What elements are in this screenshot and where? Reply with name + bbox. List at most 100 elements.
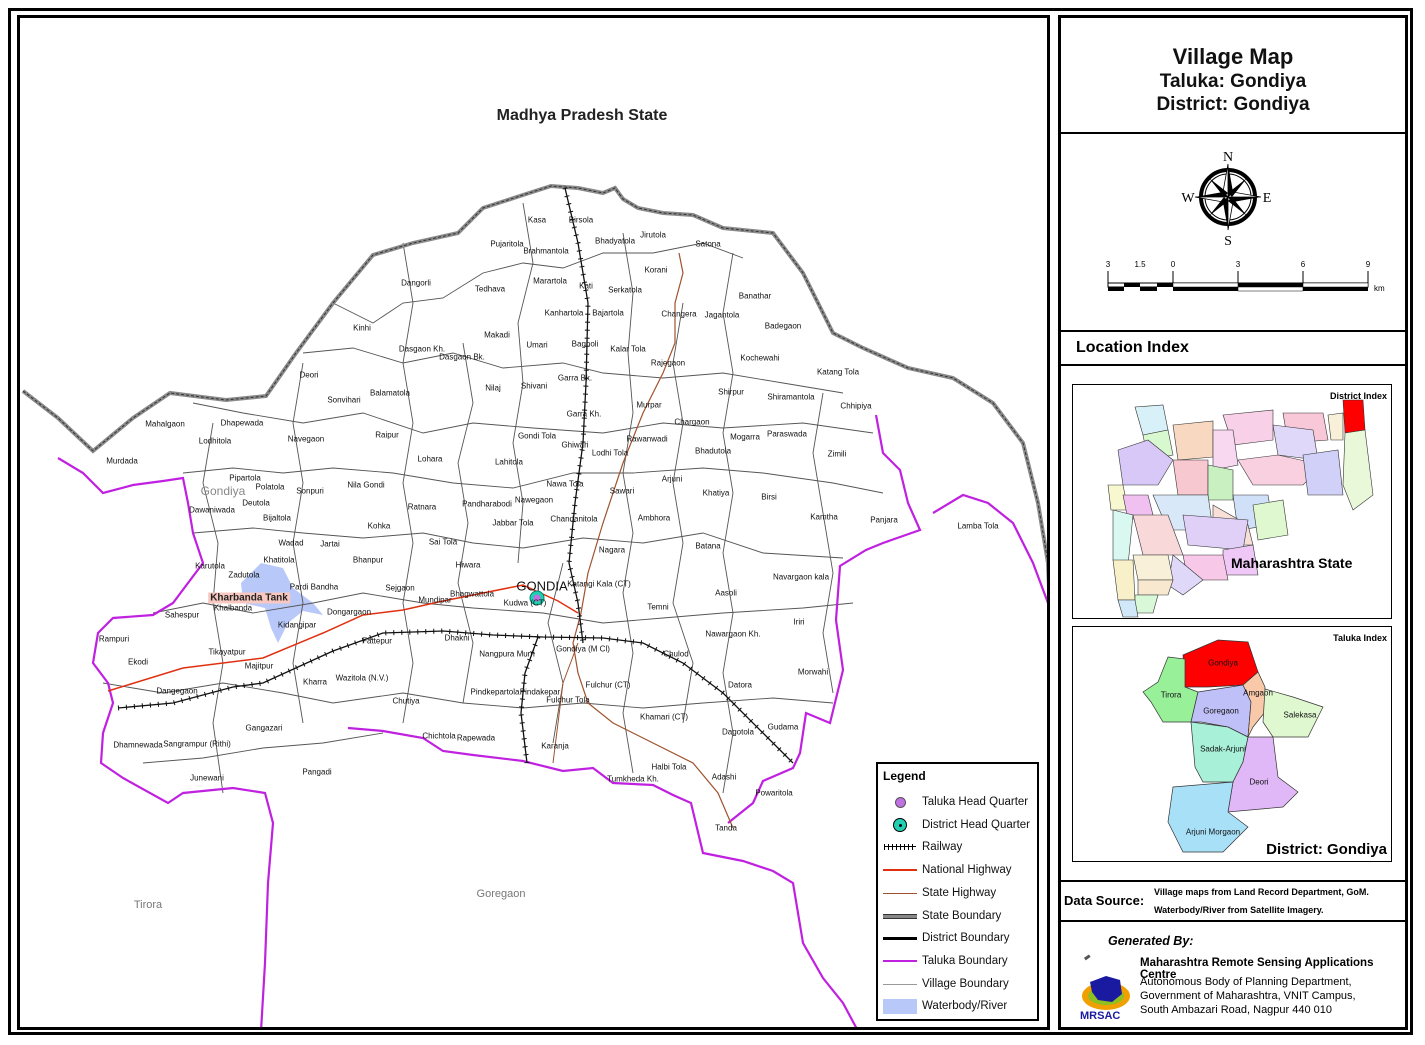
village-label[interactable]: Sangrampur (Rithi) — [163, 739, 231, 749]
village-label[interactable]: Dangorli — [401, 278, 431, 288]
village-label[interactable]: Bajartola — [592, 308, 624, 318]
village-label[interactable]: Gondi Tola — [517, 431, 557, 441]
village-label[interactable]: Bhagwattola — [449, 589, 495, 599]
village-label[interactable]: Nangpura Murri — [479, 649, 535, 659]
taluka-index-map[interactable]: Taluka Index Gondiya Tirora Goregaon Amg… — [1072, 626, 1392, 862]
village-label[interactable]: Kinhi — [353, 323, 371, 333]
village-label[interactable]: Majitpur — [244, 661, 274, 671]
village-label[interactable]: Kochewahi — [740, 353, 780, 363]
village-label[interactable]: Khatitola — [263, 555, 295, 565]
village-label[interactable]: Kharra — [302, 677, 328, 687]
village-label[interactable]: Rajegaon — [650, 358, 686, 368]
village-label[interactable]: Nila Gondi — [347, 480, 385, 490]
village-label[interactable]: Ghiwari — [561, 440, 589, 450]
village-label[interactable]: Karanja — [541, 741, 569, 751]
village-label[interactable]: Jartai — [320, 539, 340, 549]
village-label[interactable]: Bhanpur — [352, 555, 384, 565]
village-label[interactable]: Navargaon kala — [772, 572, 830, 582]
village-label[interactable]: Pandharabodi — [462, 499, 512, 509]
village-label[interactable]: Chutiya — [392, 696, 420, 706]
village-label[interactable]: Chandanitola — [550, 514, 598, 524]
village-label[interactable]: Rapewada — [456, 733, 496, 743]
village-label[interactable]: Lahitola — [494, 457, 524, 467]
village-label[interactable]: Tikayatpur — [208, 647, 246, 657]
village-label[interactable]: Marartola — [533, 276, 567, 286]
village-label[interactable]: Sai Tola — [428, 537, 458, 547]
village-label[interactable]: Arjuni — [661, 474, 683, 484]
village-label[interactable]: Iriri — [793, 617, 805, 627]
village-label[interactable]: Paraswada — [766, 429, 808, 439]
village-label[interactable]: Mahalgaon — [145, 419, 185, 429]
village-label[interactable]: Serkatola — [608, 285, 642, 295]
village-label[interactable]: Kalar Tola — [610, 344, 646, 354]
village-label[interactable]: Kidangipar — [277, 620, 317, 630]
village-label[interactable]: Gangazari — [245, 723, 283, 733]
village-label[interactable]: Hiwara — [455, 560, 481, 570]
village-label[interactable]: Garra Kh. — [566, 409, 602, 419]
village-label[interactable]: Sahespur — [164, 610, 200, 620]
village-label[interactable]: Bhadyatola — [594, 236, 636, 246]
district-index-map[interactable]: District Index — [1072, 384, 1392, 619]
village-label[interactable]: Mundipar — [418, 595, 452, 605]
village-label[interactable]: Zadutola — [228, 570, 260, 580]
village-label[interactable]: Murpar — [636, 400, 662, 410]
village-label[interactable]: Kohka — [367, 521, 391, 531]
village-label[interactable]: Bijaltola — [262, 513, 292, 523]
village-label[interactable]: Morwahi — [797, 667, 829, 677]
village-label[interactable]: Lodhi Tola — [591, 448, 629, 458]
village-label[interactable]: Tanda — [715, 823, 737, 833]
village-label[interactable]: Tumkheda Kh. — [607, 774, 659, 784]
village-label[interactable]: Khamari (CT) — [639, 712, 689, 722]
village-label[interactable]: Zimili — [827, 449, 847, 459]
village-label[interactable]: Pangadi — [302, 767, 332, 777]
village-label[interactable]: Chhipiya — [840, 401, 872, 411]
village-label[interactable]: Birsi — [761, 492, 777, 502]
village-label[interactable]: Gudama — [767, 722, 799, 732]
village-label[interactable]: Dawaniwada — [189, 505, 235, 515]
village-label[interactable]: Dagotola — [721, 727, 755, 737]
village-label[interactable]: Nawargaon Kh. — [705, 629, 761, 639]
village-label[interactable]: Polatola — [255, 482, 285, 492]
village-label[interactable]: Banathar — [738, 291, 772, 301]
village-label[interactable]: Nagara — [598, 545, 626, 555]
village-label[interactable]: Dangegaon — [156, 686, 198, 696]
village-label[interactable]: Dongargaon — [326, 607, 372, 617]
village-label[interactable]: Rampuri — [98, 634, 130, 644]
village-label[interactable]: Makadi — [484, 330, 510, 340]
village-label[interactable]: Kanhartola — [544, 308, 584, 318]
village-label[interactable]: Lodhitola — [198, 436, 232, 446]
village-label[interactable]: Dhakni — [444, 633, 470, 643]
village-label[interactable]: Balamatola — [369, 388, 411, 398]
village-label[interactable]: Tedhava — [474, 284, 506, 294]
village-label[interactable]: Gondiya (M Cl) — [556, 644, 610, 654]
village-label[interactable]: Raipur — [375, 430, 399, 440]
village-label[interactable]: Jabbar Tola — [492, 518, 534, 528]
village-label[interactable]: Changera — [661, 309, 697, 319]
village-label[interactable]: Badegaon — [764, 321, 802, 331]
village-label[interactable]: Nawegaon — [514, 495, 554, 505]
village-label[interactable]: Pindakepar — [519, 687, 561, 697]
village-label[interactable]: Karutola — [195, 561, 225, 571]
village-label[interactable]: Batana — [695, 541, 721, 551]
village-label[interactable]: Fattepur — [362, 636, 392, 646]
village-label[interactable]: Korani — [644, 265, 668, 275]
village-label[interactable]: Mogarra — [730, 432, 760, 442]
village-label[interactable]: Jirutola — [640, 230, 666, 240]
village-label[interactable]: Birsola — [568, 215, 594, 225]
village-map[interactable]: Kasa Birsola Pujaritola Brahmantola Bhadyato… — [17, 15, 1050, 1030]
village-label[interactable]: Brahmantola — [523, 246, 569, 256]
village-label[interactable]: Dhapewada — [220, 418, 264, 428]
village-label[interactable]: Dhamnewada — [113, 740, 163, 750]
village-label[interactable]: Fulchur Tola — [546, 695, 590, 705]
village-label[interactable]: Nilaj — [485, 383, 501, 393]
village-label[interactable]: Katang Tola — [816, 367, 860, 377]
village-label[interactable]: Wazitola (N.V.) — [335, 673, 389, 683]
village-label[interactable]: Kudwa (CT) — [503, 598, 547, 608]
village-label[interactable]: Chulod — [663, 649, 689, 659]
village-label[interactable]: Navegaon — [287, 434, 325, 444]
village-label[interactable]: Pipartola — [229, 473, 261, 483]
village-label[interactable]: Ekodi — [127, 657, 149, 667]
village-label[interactable]: Temni — [647, 602, 669, 612]
village-label[interactable]: Kasa — [527, 215, 547, 225]
village-label[interactable]: Lohara — [417, 454, 443, 464]
